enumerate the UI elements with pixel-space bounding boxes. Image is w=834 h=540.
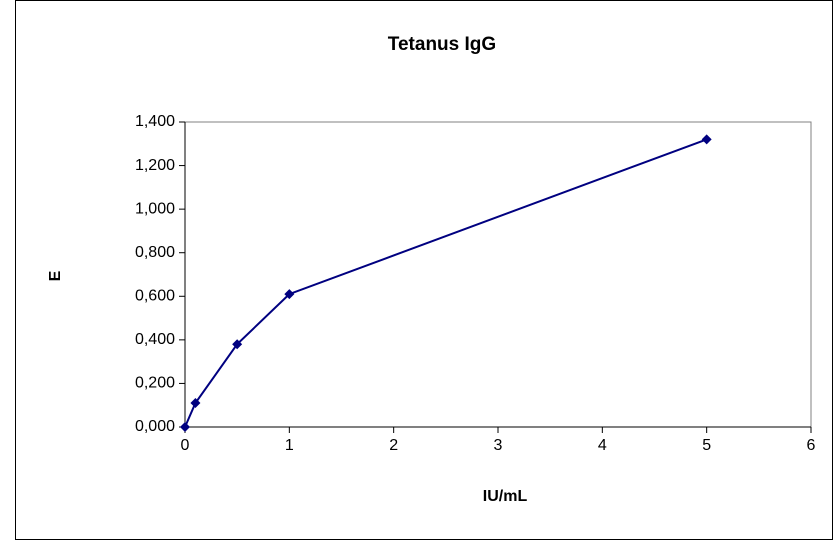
x-tick-label: 1 [285, 437, 294, 454]
y-tick-label: 0,000 [135, 418, 175, 435]
y-tick-label: 1,400 [135, 113, 175, 130]
marker [180, 422, 190, 432]
marker [701, 134, 712, 145]
y-tick-label: 0,400 [135, 331, 175, 348]
x-tick-label: 2 [389, 437, 398, 454]
marker [232, 339, 243, 350]
y-tick-label: 1,000 [135, 200, 175, 217]
marker [190, 398, 201, 409]
marker [284, 289, 295, 300]
y-axis-label: E [47, 270, 64, 281]
x-tick-label: 4 [598, 437, 607, 454]
y-tick-label: 0,600 [135, 288, 175, 305]
y-tick-label: 0,200 [135, 375, 175, 392]
y-tick-label: 1,200 [135, 157, 175, 174]
chart-title: Tetanus IgG [388, 34, 496, 55]
x-tick-label: 5 [702, 437, 711, 454]
x-axis-label: IU/mL [483, 488, 528, 505]
x-tick-label: 6 [807, 437, 816, 454]
x-tick-label: 3 [494, 437, 503, 454]
plot-area [184, 121, 812, 428]
y-tick-label: 0,800 [135, 244, 175, 261]
x-tick-label: 0 [181, 437, 190, 454]
